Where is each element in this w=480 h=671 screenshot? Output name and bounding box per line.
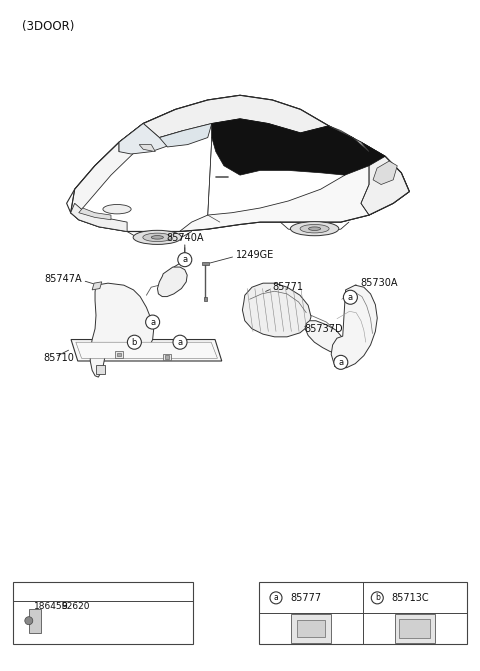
Polygon shape (159, 123, 212, 147)
Polygon shape (71, 340, 222, 361)
Circle shape (270, 592, 282, 604)
Text: 85740A: 85740A (166, 233, 204, 243)
Text: 85737D: 85737D (305, 324, 343, 333)
Ellipse shape (300, 224, 329, 233)
Polygon shape (329, 126, 369, 152)
Polygon shape (71, 109, 176, 213)
Polygon shape (143, 95, 329, 138)
Polygon shape (92, 282, 102, 290)
Ellipse shape (143, 233, 172, 242)
Polygon shape (29, 609, 41, 633)
Polygon shape (305, 321, 345, 353)
Polygon shape (399, 619, 430, 638)
Text: a: a (178, 338, 182, 347)
Polygon shape (334, 358, 341, 366)
Circle shape (145, 315, 160, 329)
Text: 85747A: 85747A (44, 274, 82, 284)
Polygon shape (204, 297, 207, 301)
Polygon shape (79, 208, 111, 220)
Polygon shape (331, 285, 377, 368)
Text: 18645B: 18645B (34, 602, 68, 611)
Text: b: b (375, 593, 380, 603)
Polygon shape (115, 351, 123, 358)
Polygon shape (71, 203, 127, 231)
Text: 85771: 85771 (273, 282, 304, 292)
Polygon shape (90, 283, 154, 377)
Circle shape (25, 617, 33, 625)
Text: 85777: 85777 (290, 593, 322, 603)
Text: (3DOOR): (3DOOR) (22, 20, 74, 33)
Polygon shape (242, 283, 311, 337)
Polygon shape (395, 614, 435, 643)
Polygon shape (297, 620, 325, 637)
Ellipse shape (151, 236, 163, 239)
Polygon shape (212, 119, 385, 175)
FancyBboxPatch shape (13, 582, 193, 644)
Polygon shape (361, 142, 409, 215)
Circle shape (127, 336, 142, 349)
Polygon shape (180, 142, 409, 231)
Polygon shape (373, 161, 397, 185)
Text: 92620: 92620 (61, 602, 90, 611)
Polygon shape (117, 353, 121, 356)
FancyBboxPatch shape (259, 582, 467, 644)
Circle shape (178, 253, 192, 266)
Text: a: a (182, 255, 187, 264)
Text: a: a (338, 358, 343, 367)
Circle shape (173, 336, 187, 349)
Ellipse shape (309, 227, 321, 230)
Polygon shape (76, 342, 217, 358)
Ellipse shape (133, 230, 181, 244)
Text: 85710: 85710 (43, 354, 74, 363)
Text: b: b (132, 338, 137, 347)
Polygon shape (96, 365, 105, 374)
Text: a: a (150, 317, 155, 327)
Polygon shape (163, 354, 171, 360)
Polygon shape (202, 262, 209, 265)
Circle shape (343, 291, 358, 304)
Polygon shape (291, 614, 331, 643)
Polygon shape (67, 95, 409, 231)
Ellipse shape (290, 221, 339, 236)
Text: 1249GE: 1249GE (236, 250, 275, 260)
Circle shape (334, 356, 348, 369)
Circle shape (372, 592, 384, 604)
Polygon shape (139, 145, 156, 152)
Text: a: a (274, 593, 278, 603)
Ellipse shape (103, 205, 131, 214)
Text: a: a (348, 293, 353, 302)
Text: 85713C: 85713C (392, 593, 429, 603)
Text: 85730A: 85730A (360, 278, 397, 288)
Polygon shape (165, 356, 169, 358)
Polygon shape (157, 267, 187, 297)
Polygon shape (119, 123, 183, 154)
